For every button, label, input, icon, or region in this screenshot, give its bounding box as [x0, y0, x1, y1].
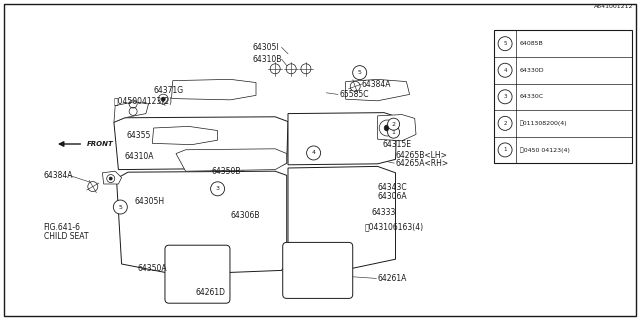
Text: Ⓢ043106163(4): Ⓢ043106163(4) [365, 223, 424, 232]
Circle shape [498, 90, 512, 104]
Text: 5: 5 [118, 204, 122, 210]
Polygon shape [116, 171, 287, 275]
Text: 64315E: 64315E [383, 140, 412, 149]
Circle shape [498, 116, 512, 130]
Text: 64261D: 64261D [195, 288, 225, 297]
Text: 64306B: 64306B [230, 212, 260, 220]
Text: 64310A: 64310A [125, 152, 154, 161]
Text: A641001212: A641001212 [594, 4, 634, 9]
Text: 64305H: 64305H [134, 197, 164, 206]
Text: 1: 1 [503, 148, 507, 152]
FancyBboxPatch shape [494, 30, 632, 163]
Circle shape [388, 126, 399, 138]
Circle shape [161, 97, 165, 101]
Polygon shape [114, 102, 148, 122]
Text: 2: 2 [503, 121, 507, 126]
FancyBboxPatch shape [165, 245, 230, 303]
Text: 64305I: 64305I [253, 43, 280, 52]
Text: FRONT: FRONT [86, 141, 113, 147]
Circle shape [350, 81, 360, 92]
Polygon shape [172, 79, 256, 100]
Text: FIG.641-6: FIG.641-6 [44, 223, 81, 232]
Polygon shape [288, 113, 397, 165]
Polygon shape [168, 276, 229, 299]
Circle shape [88, 181, 98, 192]
Text: 5: 5 [503, 41, 507, 46]
Text: 4: 4 [312, 150, 316, 156]
Text: 64350A: 64350A [138, 264, 167, 273]
Circle shape [353, 66, 367, 80]
Text: Ⓢ0450 04123(4): Ⓢ0450 04123(4) [520, 147, 570, 153]
Circle shape [301, 64, 311, 74]
Polygon shape [176, 149, 287, 171]
Polygon shape [102, 171, 122, 184]
Circle shape [498, 63, 512, 77]
Circle shape [270, 64, 280, 74]
Text: Ⓢ045004123(2): Ⓢ045004123(2) [114, 96, 173, 105]
Text: 64306A: 64306A [378, 192, 407, 201]
Text: 64265A<RH>: 64265A<RH> [396, 159, 449, 168]
Text: 65585C: 65585C [339, 90, 369, 99]
FancyBboxPatch shape [283, 243, 353, 298]
Circle shape [498, 37, 512, 51]
Circle shape [109, 177, 112, 180]
Circle shape [388, 118, 399, 130]
Text: 2: 2 [392, 122, 396, 127]
Text: 5: 5 [358, 70, 362, 75]
Text: Ⓢ011308200(4): Ⓢ011308200(4) [520, 121, 568, 126]
Text: 64355: 64355 [127, 132, 151, 140]
Circle shape [113, 200, 127, 214]
Text: 64384A: 64384A [362, 80, 391, 89]
Text: 64371G: 64371G [154, 86, 184, 95]
Text: 64310B: 64310B [253, 55, 282, 64]
Polygon shape [378, 115, 416, 141]
Circle shape [307, 146, 321, 160]
Text: 64265B<LH>: 64265B<LH> [396, 151, 447, 160]
Text: 4: 4 [503, 68, 507, 73]
Text: CHILD SEAT: CHILD SEAT [44, 232, 88, 241]
Text: 64085B: 64085B [520, 41, 544, 46]
Circle shape [384, 125, 390, 131]
Circle shape [211, 182, 225, 196]
Text: 64350B: 64350B [211, 167, 241, 176]
Polygon shape [346, 79, 410, 101]
Text: 64333: 64333 [371, 208, 396, 217]
Text: 64261A: 64261A [378, 274, 407, 283]
Circle shape [286, 64, 296, 74]
Text: 64343C: 64343C [378, 183, 407, 192]
Polygon shape [114, 117, 288, 170]
Text: 1: 1 [392, 130, 396, 135]
Text: 3: 3 [216, 186, 220, 191]
Circle shape [498, 143, 512, 157]
Polygon shape [152, 126, 218, 145]
Text: 64330D: 64330D [520, 68, 545, 73]
Text: 64330C: 64330C [520, 94, 544, 99]
Polygon shape [288, 166, 396, 270]
Text: 64384A: 64384A [44, 171, 73, 180]
Text: 3: 3 [503, 94, 507, 99]
